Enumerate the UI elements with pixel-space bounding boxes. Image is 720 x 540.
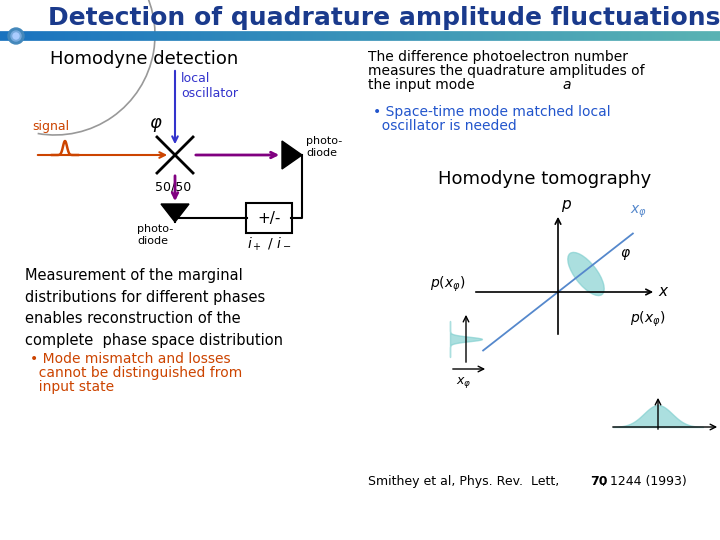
Text: a: a xyxy=(562,78,570,92)
Text: measures the quadrature amplitudes of: measures the quadrature amplitudes of xyxy=(368,64,644,78)
Text: photo-
diode: photo- diode xyxy=(306,136,342,158)
Text: • Space-time mode matched local: • Space-time mode matched local xyxy=(373,105,611,119)
Text: 70: 70 xyxy=(590,475,608,488)
Text: Detection of quadrature amplitude fluctuations: Detection of quadrature amplitude fluctu… xyxy=(48,6,720,30)
Polygon shape xyxy=(282,141,302,169)
Text: 50/50: 50/50 xyxy=(155,180,192,193)
Text: p: p xyxy=(561,197,571,212)
Circle shape xyxy=(11,31,21,41)
Text: input state: input state xyxy=(30,380,114,394)
Text: $x_{\varphi}$: $x_{\varphi}$ xyxy=(456,375,472,390)
FancyBboxPatch shape xyxy=(246,203,292,233)
Text: the input mode: the input mode xyxy=(368,78,479,92)
Text: $\varphi$: $\varphi$ xyxy=(620,246,631,261)
Text: Smithey et al, Phys. Rev.  Lett,: Smithey et al, Phys. Rev. Lett, xyxy=(368,475,563,488)
Text: • Mode mismatch and losses: • Mode mismatch and losses xyxy=(30,352,230,366)
Text: $x_{\varphi}$: $x_{\varphi}$ xyxy=(630,204,647,220)
Text: $i_+$ / $i_-$: $i_+$ / $i_-$ xyxy=(247,236,292,253)
Text: , 1244 (1993): , 1244 (1993) xyxy=(602,475,687,488)
Circle shape xyxy=(13,33,19,39)
Text: $p(x_{\varphi})$: $p(x_{\varphi})$ xyxy=(430,274,465,294)
Text: Homodyne detection: Homodyne detection xyxy=(50,50,238,68)
Polygon shape xyxy=(161,204,189,222)
Text: +/-: +/- xyxy=(257,211,281,226)
Text: Homodyne tomography: Homodyne tomography xyxy=(438,170,652,188)
Text: Measurement of the marginal
distributions for different phases
enables reconstru: Measurement of the marginal distribution… xyxy=(25,268,283,348)
Circle shape xyxy=(8,28,24,44)
Ellipse shape xyxy=(568,252,604,295)
Text: signal: signal xyxy=(32,120,69,133)
Text: local
oscillator: local oscillator xyxy=(181,72,238,100)
Text: oscillator is needed: oscillator is needed xyxy=(373,119,517,133)
Text: The difference photoelectron number: The difference photoelectron number xyxy=(368,50,628,64)
Text: $p(x_{\varphi})$: $p(x_{\varphi})$ xyxy=(630,310,665,329)
Text: photo-
diode: photo- diode xyxy=(137,224,174,246)
Text: x: x xyxy=(658,285,667,300)
Text: cannot be distinguished from: cannot be distinguished from xyxy=(30,366,242,380)
Text: φ: φ xyxy=(149,114,161,132)
